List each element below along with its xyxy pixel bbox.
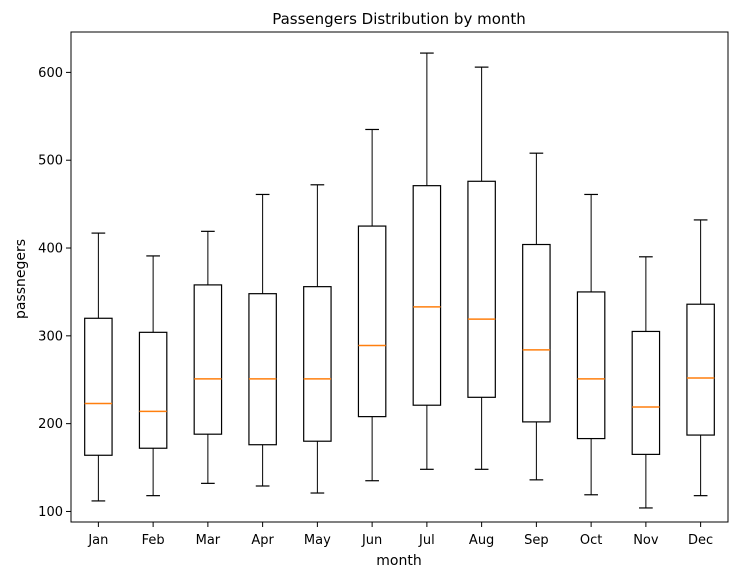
box-iqr: [467, 180, 496, 398]
x-tick-label: Sep: [524, 533, 549, 548]
y-tick-label: 500: [38, 154, 63, 169]
x-tick-label: Mar: [196, 533, 221, 548]
x-tick-label: Jan: [87, 533, 108, 548]
box-iqr: [576, 291, 606, 440]
y-tick-label: 600: [38, 66, 63, 81]
plot-frame: [70, 31, 729, 523]
box-iqr: [412, 185, 442, 406]
x-tick-label: Feb: [142, 533, 165, 548]
box-iqr: [686, 303, 715, 436]
box-iqr: [303, 286, 332, 442]
x-tick-label: May: [304, 533, 331, 548]
box-iqr: [84, 317, 113, 456]
x-tick-label: Oct: [580, 533, 602, 548]
x-tick-label: Aug: [469, 533, 494, 548]
box-iqr: [248, 293, 277, 446]
y-axis-label: passnegers: [13, 239, 29, 319]
box-iqr: [522, 243, 551, 423]
y-tick-label: 400: [38, 242, 63, 257]
x-tick-label: Dec: [688, 533, 713, 548]
box-iqr: [138, 331, 168, 449]
x-tick-label: Nov: [633, 533, 659, 548]
x-tick-label: Jun: [361, 533, 382, 548]
box-iqr: [193, 284, 223, 435]
x-tick-label: Apr: [251, 533, 274, 548]
x-axis-label: month: [376, 553, 421, 569]
box-iqr: [357, 225, 387, 418]
y-tick-label: 200: [38, 417, 63, 432]
chart-title: Passengers Distribution by month: [272, 10, 526, 28]
y-tick-label: 100: [38, 505, 63, 520]
box-iqr: [631, 330, 661, 455]
x-tick-label: Jul: [418, 533, 435, 548]
plot-area: 100 200 300 400 500 600 Jan Feb Mar Apr May Jun Jul A…: [38, 52, 715, 548]
y-tick-label: 300: [38, 329, 63, 344]
